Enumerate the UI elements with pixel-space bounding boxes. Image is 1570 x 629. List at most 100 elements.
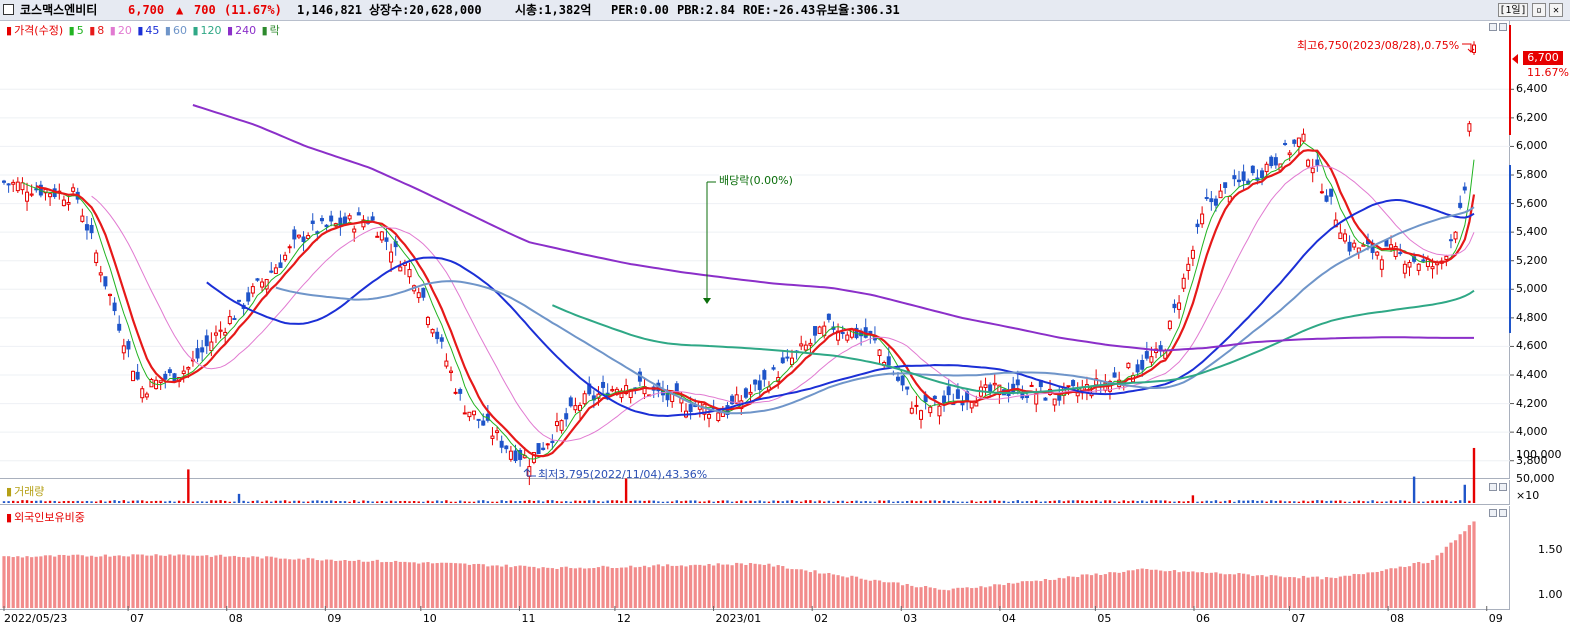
panel-minimize-icon[interactable] (1489, 23, 1497, 31)
volume-bar (993, 500, 996, 503)
foreign-bar (292, 559, 296, 608)
volume-bar (823, 501, 826, 503)
foreign-bar (1375, 571, 1379, 608)
volume-bar (251, 500, 255, 503)
volume-bar (1463, 484, 1466, 503)
candle-body (227, 316, 232, 325)
foreign-bar (352, 560, 356, 608)
candle-body (472, 410, 477, 416)
volume-bar (721, 500, 725, 503)
candle-body (1209, 198, 1214, 203)
period-button[interactable]: [1일] (1498, 3, 1528, 17)
volume-bar (136, 500, 139, 503)
volume-bar (537, 500, 540, 503)
candle-body (1472, 44, 1476, 53)
select-checkbox[interactable] (3, 4, 14, 15)
stock-name[interactable]: 코스맥스엔비티 (20, 3, 98, 17)
foreign-bar (1389, 568, 1393, 608)
foreign-bar (25, 556, 29, 608)
candle-body (84, 224, 89, 231)
foreign-bar (1232, 574, 1236, 608)
volume-bar (638, 500, 642, 503)
close-icon[interactable]: ✕ (1549, 3, 1563, 17)
foreign-bar (30, 557, 34, 608)
volume-maximize-icon[interactable] (1499, 483, 1507, 491)
volume-bar (1233, 501, 1236, 503)
volume-bar (44, 501, 47, 503)
volume-bar (316, 500, 319, 503)
candle-body (167, 369, 172, 374)
foreign-bar (228, 556, 232, 608)
restore-icon[interactable]: ▫ (1532, 3, 1546, 17)
volume-bar (523, 500, 526, 503)
foreign-bar (242, 557, 246, 608)
candle-body (1306, 159, 1311, 167)
candle-body (1149, 356, 1154, 363)
volume-bar (7, 501, 10, 503)
volume-bar (260, 501, 264, 503)
foreign-bar (1172, 570, 1177, 608)
volume-bar (1247, 500, 1250, 503)
volume-bar (560, 501, 563, 503)
volume-bar (970, 500, 973, 503)
panel-maximize-icon[interactable] (1499, 23, 1507, 31)
volume-bar (1329, 500, 1333, 503)
volume-panel[interactable] (0, 480, 1510, 505)
candle-body (988, 384, 993, 393)
volume-bar (1016, 500, 1019, 503)
foreign-bar (536, 568, 541, 608)
volume-bar (329, 500, 333, 503)
foreign-bar (546, 567, 550, 608)
volume-bar (1426, 501, 1430, 503)
volume-bar (1104, 500, 1107, 503)
x-axis-label: 08 (228, 612, 243, 625)
volume-bar (500, 500, 503, 503)
volume-minimize-icon[interactable] (1489, 483, 1497, 491)
volume-bar (463, 501, 467, 503)
candle-body (624, 385, 629, 394)
candle-body (955, 389, 960, 399)
reserve-ratio: 유보율:306.31 (816, 3, 900, 17)
foreign-bar (887, 582, 891, 608)
volume-bar (735, 501, 738, 503)
volume-bar (717, 501, 720, 503)
foreign-bar (1080, 574, 1084, 608)
foreign-bar (1407, 566, 1412, 608)
candle-body (389, 251, 394, 263)
candle-body (1034, 393, 1039, 405)
volume-bar (873, 501, 877, 503)
foreign-bar (1020, 581, 1025, 608)
volume-bar (919, 500, 923, 503)
foreign-bar (1071, 576, 1075, 608)
candle-body (48, 193, 53, 198)
volume-bar (546, 500, 549, 503)
ma60-line (275, 206, 1475, 415)
foreign-bar (366, 561, 370, 608)
foreign-minimize-icon[interactable] (1489, 509, 1497, 517)
foreign-bar (71, 554, 75, 608)
candle-body (716, 412, 721, 422)
foreign-bar (311, 558, 315, 608)
foreign-bar (255, 556, 260, 608)
volume-bar (85, 500, 89, 503)
volume-bar (1260, 500, 1264, 503)
foreign-panel[interactable] (0, 506, 1510, 610)
foreign-bar (997, 584, 1001, 608)
foreign-bar (20, 557, 25, 608)
foreign-bar (324, 559, 329, 608)
candle-body (117, 323, 122, 331)
foreign-bar (430, 563, 435, 608)
volume-bar (569, 501, 573, 503)
candle-body (1190, 249, 1195, 259)
x-axis-label: 07 (130, 612, 145, 625)
candle-body (306, 235, 311, 240)
volume-bar (58, 501, 61, 503)
candle-body (98, 272, 103, 276)
volume-bar (187, 469, 190, 503)
volume-bar (878, 500, 881, 503)
volume-bar (942, 500, 946, 503)
volume-bar (302, 501, 305, 503)
x-axis-label: 07 (1291, 612, 1306, 625)
foreign-maximize-icon[interactable] (1499, 509, 1507, 517)
volume-bar (233, 501, 236, 503)
